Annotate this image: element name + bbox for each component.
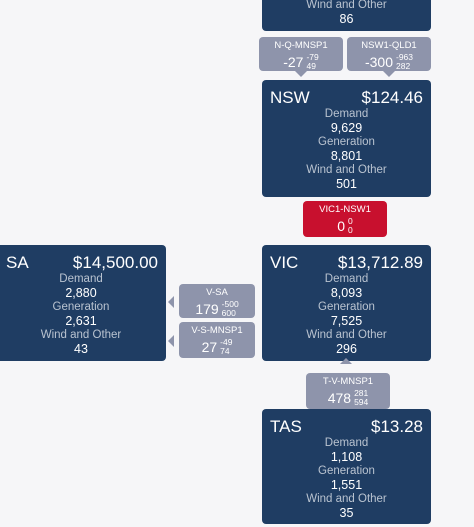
wind-label: Wind and Other xyxy=(306,164,387,176)
generation-value: 7,525 xyxy=(330,314,363,328)
flow-arrow-left-icon xyxy=(168,335,174,347)
interconnector-v-s-mnsp1[interactable]: V-S-MNSP1 27 -49 74 xyxy=(179,322,255,358)
demand-label: Demand xyxy=(324,437,369,449)
interconnector-flow: 179 xyxy=(195,301,219,317)
interconnector-upper-limit: -49 xyxy=(220,337,233,347)
demand-label: Demand xyxy=(59,273,103,285)
flow-arrow-up-icon xyxy=(340,358,352,364)
region-tas[interactable]: TAS $13.28 Demand 1,108 Generation 1,551… xyxy=(262,409,431,524)
generation-label: Generation xyxy=(318,301,375,313)
interconnector-upper-limit: 0 xyxy=(348,216,353,226)
interconnector-lower-limit: 49 xyxy=(306,61,316,71)
region-vic[interactable]: VIC $13,712.89 Demand 8,093 Generation 7… xyxy=(262,245,431,361)
interconnector-lower-limit: 74 xyxy=(220,346,230,356)
region-name: TAS xyxy=(270,417,302,436)
region-price: $13.28 xyxy=(371,417,423,436)
region-name: VIC xyxy=(270,253,299,272)
interconnector-upper-limit: 281 xyxy=(354,388,369,398)
demand-label: Demand xyxy=(324,108,369,120)
wind-label: Wind and Other xyxy=(306,329,387,341)
region-nsw[interactable]: NSW $124.46 Demand 9,629 Generation 8,80… xyxy=(262,80,431,197)
interconnector-flow: 0 xyxy=(337,218,346,234)
wind-value: 296 xyxy=(336,342,357,356)
region-sa[interactable]: SA $14,500.00 Demand 2,880 Generation 2,… xyxy=(0,245,166,361)
qld-wind-label: Wind and Other xyxy=(306,0,387,11)
generation-label: Generation xyxy=(318,465,375,477)
demand-value: 2,880 xyxy=(65,286,97,300)
region-name: SA xyxy=(6,253,29,272)
interconnector-name: V-SA xyxy=(206,287,228,298)
interconnector-flow: 478 xyxy=(327,390,352,406)
generation-label: Generation xyxy=(318,136,375,148)
flow-arrow-down-icon xyxy=(295,71,307,77)
demand-value: 9,629 xyxy=(330,121,363,135)
interconnector-name: NSW1-QLD1 xyxy=(361,40,417,51)
interconnector-t-v-mnsp1[interactable]: T-V-MNSP1 478 281 594 xyxy=(306,373,390,409)
generation-label: Generation xyxy=(52,301,110,313)
interconnector-name: V-S-MNSP1 xyxy=(191,325,243,336)
interconnector-flow: 27 xyxy=(201,339,218,355)
interconnector-vic1-nsw1[interactable]: VIC1-NSW1 0 0 0 xyxy=(303,201,387,237)
region-name: NSW xyxy=(270,88,310,107)
interconnector-name: T-V-MNSP1 xyxy=(322,376,374,387)
interconnector-n-q-mnsp1[interactable]: N-Q-MNSP1 -27 -79 49 xyxy=(259,37,343,71)
wind-label: Wind and Other xyxy=(40,329,122,341)
interconnector-flow: -300 xyxy=(364,54,393,70)
wind-label: Wind and Other xyxy=(306,493,387,505)
interconnector-lower-limit: 600 xyxy=(221,308,236,318)
interconnector-name: VIC1-NSW1 xyxy=(319,204,371,215)
interconnector-upper-limit: -79 xyxy=(306,52,319,62)
wind-value: 35 xyxy=(339,506,354,520)
demand-label: Demand xyxy=(324,273,369,285)
interconnector-upper-limit: -963 xyxy=(396,52,414,62)
region-price: $13,712.89 xyxy=(337,253,423,272)
region-price: $14,500.00 xyxy=(72,253,158,272)
interconnector-flow: -27 xyxy=(283,54,304,70)
interconnector-lower-limit: 0 xyxy=(348,225,353,235)
qld-wind-value: 86 xyxy=(339,12,354,26)
interconnector-lower-limit: 282 xyxy=(396,61,411,71)
flow-arrow-left-icon xyxy=(168,296,174,308)
interconnector-upper-limit: -500 xyxy=(221,299,239,309)
generation-value: 1,551 xyxy=(330,478,363,492)
region-price: $124.46 xyxy=(361,88,423,107)
interconnector-lower-limit: 594 xyxy=(354,397,369,407)
generation-value: 8,801 xyxy=(330,149,363,163)
flow-arrow-down-icon xyxy=(383,71,395,77)
wind-value: 501 xyxy=(336,177,357,191)
wind-value: 43 xyxy=(74,342,88,356)
region-qld[interactable]: Wind and Other 86 xyxy=(262,0,431,31)
interconnector-name: N-Q-MNSP1 xyxy=(274,40,328,51)
demand-value: 1,108 xyxy=(330,450,363,464)
generation-value: 2,631 xyxy=(65,314,97,328)
interconnector-v-sa[interactable]: V-SA 179 -500 600 xyxy=(179,284,255,318)
demand-value: 8,093 xyxy=(330,286,363,300)
interconnector-nsw1-qld1[interactable]: NSW1-QLD1 -300 -963 282 xyxy=(347,37,431,71)
